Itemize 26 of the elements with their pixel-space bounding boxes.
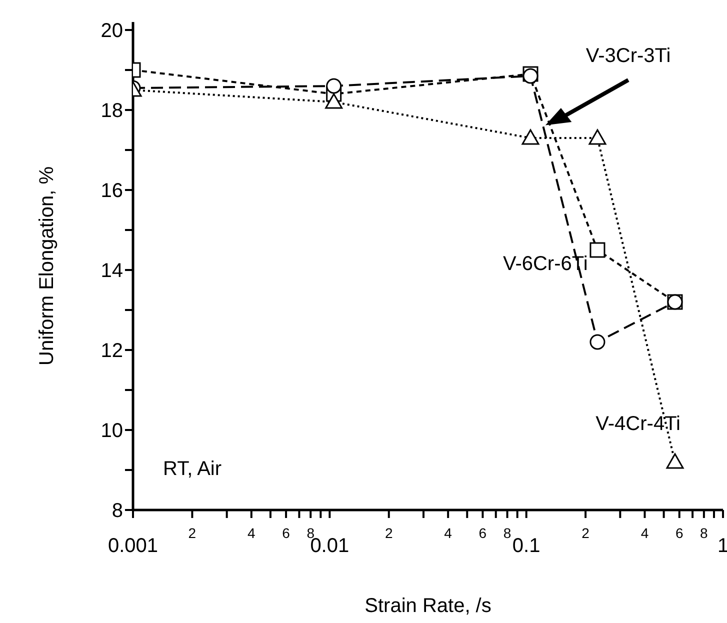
text: 6 (675, 525, 684, 541)
x-tick-label: 0.1 (512, 535, 540, 557)
text: 2 (188, 525, 196, 541)
y-tick-label: 10 (100, 420, 123, 442)
text: 4 (444, 525, 452, 541)
y-tick-label: 20 (100, 20, 123, 42)
y-tick-label: 14 (100, 260, 123, 282)
series-label: V-6Cr-6Ti (502, 253, 588, 275)
text: 2 (582, 525, 590, 541)
annotation: RT, Air (163, 458, 222, 480)
y-axis-title: Uniform Elongation, % (36, 166, 58, 366)
text: 4 (248, 525, 256, 541)
text: 8 (503, 525, 512, 541)
x-axis-title: Strain Rate, /s (364, 595, 492, 617)
y-tick-label: 12 (100, 340, 123, 362)
text: 4 (640, 525, 649, 541)
y-tick-label: 18 (100, 100, 123, 122)
series-label: V-4Cr-4Ti (596, 413, 680, 435)
x-tick-label: 0.001 (108, 535, 158, 557)
text: 6 (282, 525, 290, 541)
text: 8 (700, 525, 708, 541)
text: 6 (478, 525, 487, 541)
y-tick-label: 16 (100, 180, 123, 202)
text: 2 (384, 525, 393, 541)
text: V-3Cr-3Ti (586, 45, 671, 67)
y-tick-label: 8 (112, 500, 123, 522)
